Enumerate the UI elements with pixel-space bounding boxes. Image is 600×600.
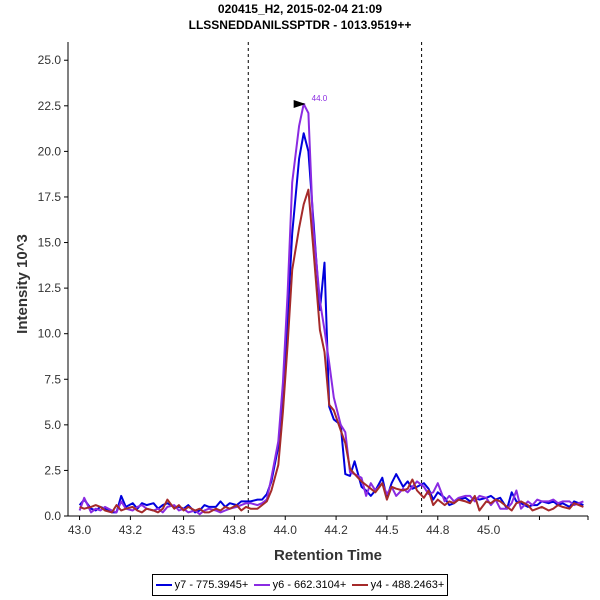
x-tick-label: 43.8	[223, 523, 247, 537]
legend-item-y6: y6 - 662.3104+	[253, 579, 347, 591]
legend-swatch-y6	[253, 584, 270, 586]
legend-swatch-y4	[351, 584, 368, 586]
chart-subtitle: LLSSNEDDANILSSPTDR - 1013.9519++	[188, 18, 412, 32]
axes: 44.0 0.0 2.5 5.0 7.5 10.0 12.5 15.0 17.5 20.0 22.5…	[38, 42, 589, 537]
integration-boundaries	[247, 42, 423, 516]
y-tick-label: 12.5	[38, 281, 62, 295]
legend-swatch-y7	[155, 584, 172, 586]
x-tick-label: 44.2	[324, 523, 348, 537]
chromatogram-chart: 44.0 0.0 2.5 5.0 7.5 10.0 12.5 15.0 17.5 20.0 22.5…	[14, 42, 589, 564]
legend-item-y4: y4 - 488.2463+	[351, 579, 445, 591]
x-tick-label: 44.8	[426, 523, 450, 537]
y-tick-label: 5.0	[44, 418, 61, 432]
series-line-y7	[78, 132, 584, 514]
y-tick-label: 10.0	[38, 327, 62, 341]
plot-area	[68, 42, 588, 516]
y-tick-label: 7.5	[44, 372, 61, 386]
y-tick-label: 22.5	[38, 99, 62, 113]
x-tick-label: 43.2	[119, 523, 143, 537]
chart-title: 020415_H2, 2015-02-04 21:09	[217, 2, 383, 16]
legend-label-y7: y7 - 775.3945+	[174, 579, 249, 591]
y-tick-label: 0.0	[44, 509, 61, 523]
y-tick-label: 20.0	[38, 144, 62, 158]
x-tick-label: 44.5	[375, 523, 399, 537]
legend-label-y4: y4 - 488.2463+	[370, 579, 445, 591]
x-tick-label: 44.0	[274, 523, 298, 537]
y-tick-label: 25.0	[38, 53, 62, 67]
series-line-y4	[79, 188, 584, 514]
x-axis-label: Retention Time	[274, 547, 382, 564]
x-tick-label: 43.5	[172, 523, 196, 537]
y-axis-label: Intensity 10^3	[14, 234, 31, 334]
legend-label-y6: y6 - 662.3104+	[272, 579, 347, 591]
x-tick-label: 43.0	[68, 523, 92, 537]
series-layer	[78, 103, 584, 516]
legend: y7 - 775.3945+ y6 - 662.3104+ y4 - 488.2…	[152, 574, 448, 596]
peak-marker	[293, 99, 306, 108]
y-tick-label: 15.0	[38, 236, 62, 250]
plot-background	[68, 42, 588, 516]
series-line-y6	[78, 103, 584, 516]
x-tick-label: 45.0	[477, 523, 501, 537]
peak-label: 44.0	[312, 94, 328, 103]
y-tick-label: 2.5	[44, 463, 61, 477]
y-tick-label: 17.5	[38, 190, 62, 204]
legend-item-y7: y7 - 775.3945+	[155, 579, 249, 591]
